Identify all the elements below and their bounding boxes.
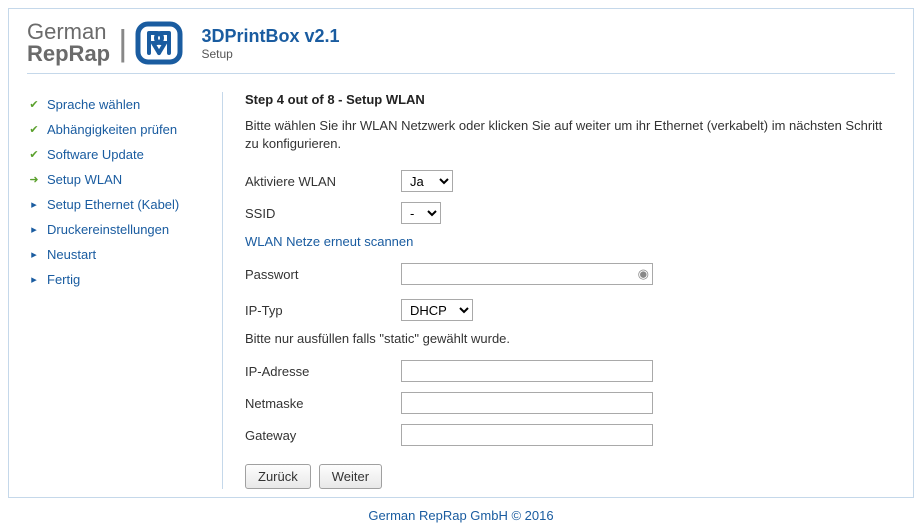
label-ip-type: IP-Typ bbox=[245, 303, 401, 318]
row-ip-type: IP-Typ DHCP bbox=[245, 299, 895, 321]
brand-block: German RepRap | bbox=[27, 21, 183, 65]
check-icon: ✔ bbox=[27, 123, 41, 136]
password-input[interactable] bbox=[401, 263, 653, 285]
triangle-right-icon: ▸ bbox=[27, 248, 41, 261]
back-button[interactable]: Zurück bbox=[245, 464, 311, 489]
sidebar-item-wlan[interactable]: ➜ Setup WLAN bbox=[27, 167, 210, 192]
setup-panel: German RepRap | 3DPrintBox v2.1 Setup ✔ S… bbox=[8, 8, 914, 498]
sidebar-item-update[interactable]: ✔ Software Update bbox=[27, 142, 210, 167]
arrow-right-icon: ➜ bbox=[27, 173, 41, 186]
label-netmask: Netmaske bbox=[245, 396, 401, 411]
sidebar-item-label: Fertig bbox=[47, 272, 80, 287]
company-line2: RepRap bbox=[27, 41, 110, 66]
sidebar: ✔ Sprache wählen ✔ Abhängigkeiten prüfen ✔… bbox=[27, 92, 223, 489]
separator-bar: | bbox=[118, 22, 127, 64]
label-password: Passwort bbox=[245, 267, 401, 282]
title-block: 3DPrintBox v2.1 Setup bbox=[201, 26, 339, 61]
sidebar-item-deps[interactable]: ✔ Abhängigkeiten prüfen bbox=[27, 117, 210, 142]
sidebar-item-label: Setup WLAN bbox=[47, 172, 122, 187]
next-button[interactable]: Weiter bbox=[319, 464, 382, 489]
row-ssid: SSID - bbox=[245, 202, 895, 224]
ip-type-select[interactable]: DHCP bbox=[401, 299, 473, 321]
triangle-right-icon: ▸ bbox=[27, 273, 41, 286]
app-title: 3DPrintBox v2.1 bbox=[201, 26, 339, 47]
button-row: Zurück Weiter bbox=[245, 464, 895, 489]
check-icon: ✔ bbox=[27, 148, 41, 161]
company-name: German RepRap bbox=[27, 21, 110, 65]
sidebar-item-printer[interactable]: ▸ Druckereinstellungen bbox=[27, 217, 210, 242]
label-gateway: Gateway bbox=[245, 428, 401, 443]
check-icon: ✔ bbox=[27, 98, 41, 111]
logo-icon bbox=[135, 21, 183, 65]
triangle-right-icon: ▸ bbox=[27, 198, 41, 211]
sidebar-item-language[interactable]: ✔ Sprache wählen bbox=[27, 92, 210, 117]
row-password: Passwort ◉ bbox=[245, 263, 895, 285]
sidebar-item-label: Sprache wählen bbox=[47, 97, 140, 112]
row-ip-address: IP-Adresse bbox=[245, 360, 895, 382]
triangle-right-icon: ▸ bbox=[27, 223, 41, 236]
row-netmask: Netmaske bbox=[245, 392, 895, 414]
eye-icon[interactable]: ◉ bbox=[638, 266, 649, 282]
label-activate-wlan: Aktiviere WLAN bbox=[245, 174, 401, 189]
footer: German RepRap GmbH © 2016 bbox=[8, 504, 914, 523]
sidebar-item-restart[interactable]: ▸ Neustart bbox=[27, 242, 210, 267]
row-activate-wlan: Aktiviere WLAN Ja bbox=[245, 170, 895, 192]
sidebar-item-label: Druckereinstellungen bbox=[47, 222, 169, 237]
sidebar-item-label: Abhängigkeiten prüfen bbox=[47, 122, 177, 137]
app-subtitle: Setup bbox=[201, 47, 339, 61]
ssid-select[interactable]: - bbox=[401, 202, 441, 224]
main-area: ✔ Sprache wählen ✔ Abhängigkeiten prüfen ✔… bbox=[27, 74, 895, 489]
ip-address-input[interactable] bbox=[401, 360, 653, 382]
gateway-input[interactable] bbox=[401, 424, 653, 446]
row-gateway: Gateway bbox=[245, 424, 895, 446]
step-list: ✔ Sprache wählen ✔ Abhängigkeiten prüfen ✔… bbox=[27, 92, 210, 292]
sidebar-item-finish[interactable]: ▸ Fertig bbox=[27, 267, 210, 292]
content-area: Step 4 out of 8 - Setup WLAN Bitte wähle… bbox=[223, 92, 895, 489]
sidebar-item-label: Software Update bbox=[47, 147, 144, 162]
netmask-input[interactable] bbox=[401, 392, 653, 414]
sidebar-item-label: Setup Ethernet (Kabel) bbox=[47, 197, 179, 212]
sidebar-item-label: Neustart bbox=[47, 247, 96, 262]
step-title: Step 4 out of 8 - Setup WLAN bbox=[245, 92, 895, 107]
step-description: Bitte wählen Sie ihr WLAN Netzwerk oder … bbox=[245, 117, 895, 152]
static-note: Bitte nur ausfüllen falls "static" gewäh… bbox=[245, 331, 895, 346]
sidebar-item-ethernet[interactable]: ▸ Setup Ethernet (Kabel) bbox=[27, 192, 210, 217]
label-ip-address: IP-Adresse bbox=[245, 364, 401, 379]
header: German RepRap | 3DPrintBox v2.1 Setup bbox=[27, 21, 895, 74]
activate-wlan-select[interactable]: Ja bbox=[401, 170, 453, 192]
rescan-link[interactable]: WLAN Netze erneut scannen bbox=[245, 234, 895, 249]
label-ssid: SSID bbox=[245, 206, 401, 221]
